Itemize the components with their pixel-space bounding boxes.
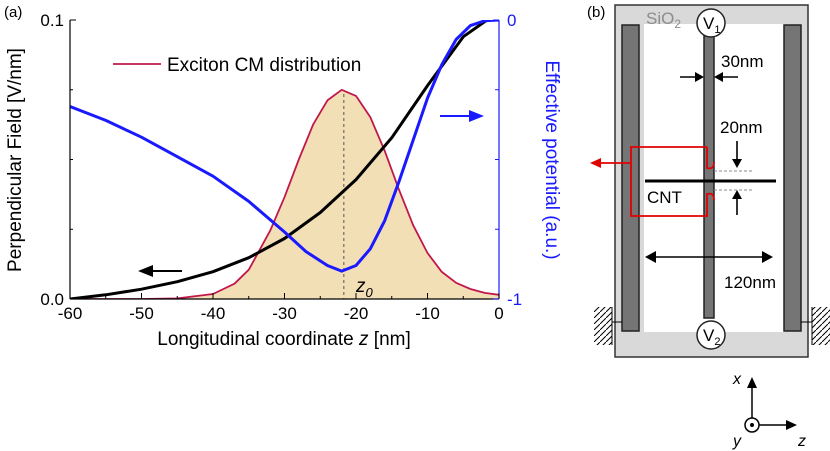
contact-v1 [696, 8, 726, 38]
panel-a-label: (a) [4, 4, 22, 21]
exciton-distribution-line [70, 88, 499, 299]
length-arrow [645, 251, 773, 263]
oxide-label: SiO2 [646, 9, 681, 31]
ticks: -60 -50 -40 -30 -20 -10 00.00.1 0-1 [40, 11, 522, 323]
arrow-to-right-axis [440, 110, 484, 122]
x-axis-title: Longitudinal coordinate z [nm] [157, 329, 411, 350]
exciton-distribution-fill [70, 89, 499, 299]
zoom-box [630, 146, 715, 217]
width-30nm-label: 30nm [721, 52, 764, 71]
arrow-to-left-axis [138, 265, 182, 277]
x-tick-label: -30 [272, 304, 297, 323]
z0-label: z0 [355, 276, 374, 300]
axis-y-label: y [732, 433, 742, 450]
y-tick-label: 0.1 [40, 11, 64, 30]
x-tick-label: -50 [129, 304, 154, 323]
v1-label: V1 [703, 14, 720, 36]
panel-b-label: (b) [587, 4, 605, 21]
width-arrows [680, 72, 738, 82]
length-120nm-label: 120nm [724, 273, 776, 292]
y-axis-title: Perpendicular Field [V/nm] [5, 48, 26, 272]
vertical-tube [703, 35, 715, 319]
zoom-arrow [590, 158, 631, 168]
legend-label-exciton: Exciton CM distribution [167, 55, 361, 76]
gap-20nm-label: 20nm [720, 118, 763, 137]
right-gate [783, 24, 802, 332]
gap-arrows [714, 141, 752, 215]
y2-tick-label: 0 [507, 11, 516, 30]
potential-line [70, 20, 499, 273]
panel-b: (b) SiO2 V1 V2 30nm 20nm [587, 4, 830, 450]
left-ground [594, 307, 612, 345]
panel-a: (a) -60 -50 -40 -30 -20 -10 00.00.1 0-1 Longitu… [4, 4, 562, 350]
cnt-label: CNT [647, 188, 682, 207]
x-tick-label: -10 [415, 304, 440, 323]
x-tick-label: -40 [201, 304, 226, 323]
y-tick-label: 0.0 [40, 290, 64, 309]
x-tick-label: -20 [344, 304, 369, 323]
plot-area [70, 20, 499, 299]
field-line [70, 20, 490, 299]
contact-v2 [696, 320, 726, 350]
y2-axis-title: Effective potential (a.u.) [541, 60, 562, 259]
axis-x-label: x [732, 371, 742, 388]
axis-z-label: z [797, 433, 806, 450]
x-tick-label: 0 [494, 304, 503, 323]
x-tick-label: -60 [58, 304, 83, 323]
v2-label: V2 [703, 326, 720, 348]
y2-tick-label: -1 [507, 290, 522, 309]
coordinate-axes [744, 377, 797, 433]
right-ground [812, 307, 830, 345]
